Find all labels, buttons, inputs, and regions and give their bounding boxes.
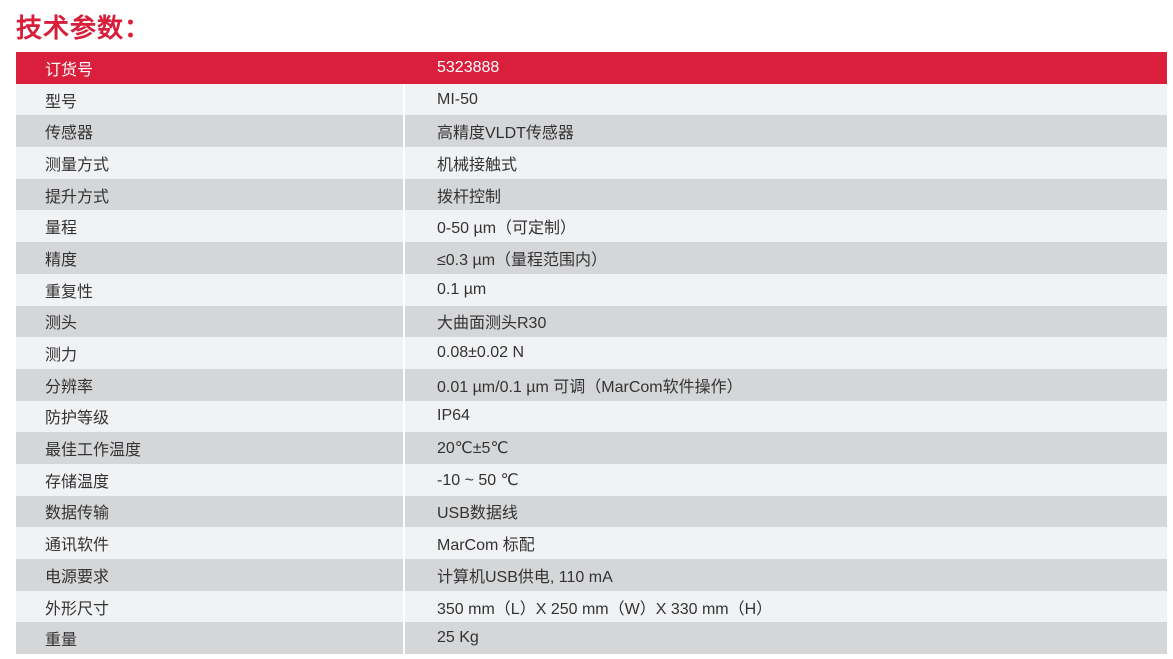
spec-key: 重复性	[16, 273, 405, 306]
spec-value: 机械接触式	[437, 156, 518, 174]
spec-value: USB数据线	[437, 505, 518, 523]
spec-value: 5323888	[437, 58, 500, 76]
spec-key: 提升方式	[16, 178, 405, 211]
spec-value: IP64	[437, 407, 470, 425]
spec-value: 计算机USB供电, 110 mA	[437, 568, 613, 586]
table-row: 重复性 0.1 µm	[16, 273, 1167, 306]
spec-key: 测头	[16, 305, 405, 338]
spec-value: 大曲面测头R30	[437, 315, 547, 333]
spec-key: 量程	[16, 210, 405, 243]
table-row: 量程 0-50 µm（可定制）	[16, 210, 1167, 243]
spec-key: 最佳工作温度	[16, 432, 405, 464]
table-row: 提升方式 拨杆控制	[16, 178, 1167, 211]
spec-key: 电源要求	[16, 559, 405, 591]
spec-value: ≤0.3 µm（量程范围内）	[437, 251, 608, 269]
table-row: 最佳工作温度 20℃±5℃	[16, 432, 1167, 464]
spec-key: 型号	[16, 83, 405, 116]
table-row: 电源要求 计算机USB供电, 110 mA	[16, 559, 1167, 591]
spec-key: 分辨率	[16, 368, 405, 401]
table-row: 精度 ≤0.3 µm（量程范围内）	[16, 242, 1167, 274]
spec-value: 20℃±5℃	[437, 440, 509, 458]
spec-key: 测力	[16, 337, 405, 369]
spec-key: 通讯软件	[16, 527, 405, 559]
table-row: 型号 MI-50	[16, 83, 1167, 116]
spec-value: 0.01 µm/0.1 µm 可调（MarCom软件操作）	[437, 378, 743, 396]
table-row: 存储温度 -10 ~ 50 ℃	[16, 463, 1167, 496]
table-row: 重量 25 Kg	[16, 622, 1167, 655]
spec-key: 外形尺寸	[16, 590, 405, 623]
spec-table: 订货号 5323888 型号 MI-50 传感器 高精度VLDT传感器测量方式 机械接触式提…	[16, 52, 1167, 655]
spec-value: MI-50	[437, 90, 478, 108]
spec-key: 精度	[16, 242, 405, 274]
spec-value: 0-50 µm（可定制）	[437, 220, 577, 238]
spec-value: 高精度VLDT传感器	[437, 125, 574, 143]
spec-key: 测量方式	[16, 147, 405, 179]
table-row: 通讯软件 MarCom 标配	[16, 527, 1167, 559]
table-row: 测头 大曲面测头R30	[16, 305, 1167, 338]
spec-value: MarCom 标配	[437, 537, 535, 555]
spec-value: 350 mm（L）X 250 mm（W）X 330 mm（H）	[437, 600, 773, 618]
spec-key: 存储温度	[16, 463, 405, 496]
page-title: 技术参数：	[16, 13, 152, 43]
table-row: 外形尺寸 350 mm（L）X 250 mm（W）X 330 mm（H）	[16, 590, 1167, 623]
table-row: 测力 0.08±0.02 N	[16, 337, 1167, 369]
spec-value: 拨杆控制	[437, 188, 502, 206]
spec-value: 25 Kg	[437, 629, 479, 647]
spec-key: 数据传输	[16, 495, 405, 528]
table-header-row: 订货号 5323888	[16, 52, 1167, 84]
table-row: 测量方式 机械接触式	[16, 147, 1167, 179]
table-row: 数据传输 USB数据线	[16, 495, 1167, 528]
table-row: 防护等级 IP64	[16, 400, 1167, 433]
spec-value: -10 ~ 50 ℃	[437, 471, 519, 489]
table-row: 传感器 高精度VLDT传感器	[16, 115, 1167, 148]
spec-value: 0.1 µm	[437, 280, 487, 298]
spec-key: 重量	[16, 622, 405, 655]
spec-key: 订货号	[16, 52, 405, 84]
spec-key: 传感器	[16, 115, 405, 148]
spec-key: 防护等级	[16, 400, 405, 433]
table-row: 分辨率 0.01 µm/0.1 µm 可调（MarCom软件操作）	[16, 368, 1167, 401]
spec-value: 0.08±0.02 N	[437, 344, 525, 362]
